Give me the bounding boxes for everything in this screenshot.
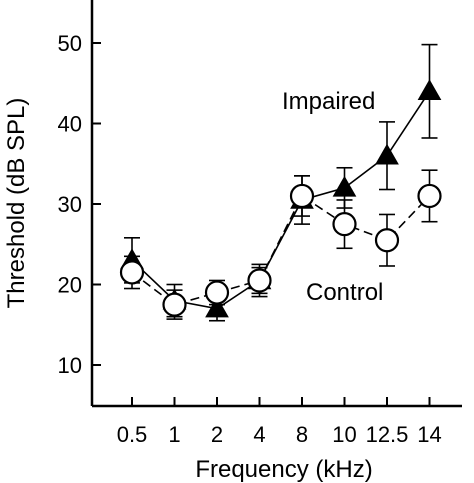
y-tick-label-30: 30 — [58, 192, 82, 217]
point-impaired-6 — [375, 143, 399, 165]
point-control-6 — [374, 228, 400, 253]
point-control-7 — [417, 183, 442, 209]
series-control — [119, 169, 442, 320]
x-tick-label-2: 2 — [211, 422, 223, 447]
y-tick-label-20: 20 — [58, 273, 82, 298]
x-tick-label-0: 0.5 — [117, 422, 148, 447]
x-tick-label-3: 4 — [253, 422, 265, 447]
point-control-1 — [162, 292, 187, 317]
point-control-0 — [119, 260, 145, 285]
point-control-4 — [289, 183, 315, 209]
series-layer — [119, 43, 442, 322]
series-impaired — [120, 43, 442, 322]
point-control-3 — [247, 268, 272, 293]
point-control-2 — [204, 280, 230, 305]
chart-axes — [90, 0, 462, 408]
series-line-impaired — [131, 90, 431, 310]
legend-label-control: Control — [306, 279, 383, 306]
point-impaired-7 — [417, 79, 442, 101]
x-ticks: 0.5 1 2 4 8 10 12.5 14 — [117, 397, 442, 447]
x-tick-label-7: 14 — [417, 422, 441, 447]
point-impaired-5 — [332, 175, 357, 197]
y-axis-label: Threshold (dB SPL) — [3, 98, 30, 309]
y-tick-label-40: 40 — [58, 112, 82, 137]
x-tick-label-6: 12.5 — [366, 422, 409, 447]
x-tick-label-5: 10 — [332, 422, 356, 447]
y-ticks: 10 20 30 40 50 — [58, 31, 101, 378]
y-tick-label-50: 50 — [58, 31, 82, 56]
legend-label-impaired: Impaired — [282, 88, 375, 115]
x-axis-label: Frequency (kHz) — [195, 456, 372, 483]
x-tick-label-1: 1 — [168, 422, 180, 447]
point-impaired-2 — [205, 296, 229, 318]
x-tick-label-4: 8 — [296, 422, 308, 447]
point-control-5 — [332, 212, 357, 237]
y-tick-label-10: 10 — [58, 353, 82, 378]
